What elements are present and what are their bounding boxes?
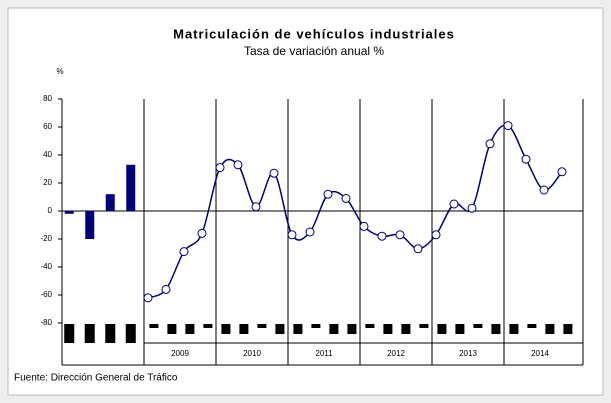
point bbox=[395, 230, 405, 240]
quarter-marker bbox=[221, 324, 231, 334]
bar bbox=[126, 164, 136, 211]
quarter-marker bbox=[563, 324, 573, 334]
quarter-marker bbox=[401, 324, 411, 334]
chart-title: Matriculación de vehículos industriales bbox=[173, 26, 455, 41]
quarter-marker bbox=[167, 324, 177, 334]
annual-marker bbox=[84, 324, 95, 343]
point bbox=[161, 284, 171, 294]
y-tick-label: 40 bbox=[43, 150, 52, 159]
point bbox=[197, 228, 207, 238]
quarter-marker bbox=[185, 324, 195, 334]
quarter-marker bbox=[239, 324, 249, 334]
quarter-marker bbox=[491, 324, 501, 334]
point bbox=[413, 244, 423, 254]
quarter-marker bbox=[365, 324, 375, 328]
quarter-marker bbox=[257, 324, 267, 328]
year-label: 2011 bbox=[315, 349, 333, 358]
quarter-marker bbox=[509, 324, 519, 334]
point bbox=[503, 121, 513, 131]
quarter-marker bbox=[275, 324, 285, 334]
quarter-marker bbox=[437, 324, 447, 334]
point bbox=[269, 168, 279, 178]
point bbox=[521, 154, 531, 164]
point bbox=[467, 203, 477, 213]
point bbox=[539, 185, 549, 195]
quarter-marker bbox=[455, 324, 465, 334]
bar bbox=[64, 211, 74, 214]
quarter-marker bbox=[473, 324, 483, 328]
point bbox=[305, 227, 315, 237]
year-label: 2010 bbox=[243, 349, 261, 358]
y-tick-label: -60 bbox=[40, 290, 52, 299]
point bbox=[431, 230, 441, 240]
quarter-marker bbox=[149, 324, 159, 328]
y-tick-label: 20 bbox=[43, 178, 52, 187]
y-tick-label: -20 bbox=[40, 234, 52, 243]
quarter-marker bbox=[527, 324, 537, 328]
y-tick-label: -40 bbox=[40, 262, 52, 271]
quarter-marker bbox=[311, 324, 321, 328]
point bbox=[215, 163, 225, 173]
point bbox=[485, 139, 495, 149]
annual-marker bbox=[125, 324, 136, 343]
quarter-marker bbox=[545, 324, 555, 334]
chart-subtitle: Tasa de variación anual % bbox=[244, 44, 384, 58]
panel bbox=[7, 7, 604, 396]
point bbox=[179, 247, 189, 257]
y-tick-label: 80 bbox=[43, 94, 52, 103]
y-axis-label: % bbox=[56, 67, 63, 76]
year-label: 2009 bbox=[171, 349, 189, 358]
quarter-marker bbox=[347, 324, 357, 334]
quarter-marker bbox=[203, 324, 213, 328]
bar bbox=[105, 194, 115, 211]
y-tick-label: 60 bbox=[43, 122, 52, 131]
point bbox=[359, 221, 369, 231]
point bbox=[287, 230, 297, 240]
year-label: 2012 bbox=[387, 349, 405, 358]
bar bbox=[85, 211, 95, 239]
point bbox=[557, 167, 567, 177]
year-label: 2013 bbox=[459, 349, 477, 358]
source: Fuente: Dirección General de Tráfico bbox=[14, 373, 178, 384]
point bbox=[251, 202, 261, 212]
year-label: 2014 bbox=[531, 349, 549, 358]
y-tick-label: 0 bbox=[48, 206, 53, 215]
point bbox=[323, 189, 333, 199]
annual-marker bbox=[105, 324, 116, 343]
point bbox=[449, 199, 459, 209]
quarter-marker bbox=[293, 324, 303, 334]
point bbox=[233, 160, 243, 170]
quarter-marker bbox=[383, 324, 393, 334]
point bbox=[143, 293, 153, 303]
point bbox=[341, 193, 351, 203]
point bbox=[377, 231, 387, 241]
quarter-marker bbox=[419, 324, 429, 328]
y-tick-label: -80 bbox=[40, 318, 52, 327]
quarter-marker bbox=[329, 324, 339, 334]
annual-marker bbox=[64, 324, 75, 343]
